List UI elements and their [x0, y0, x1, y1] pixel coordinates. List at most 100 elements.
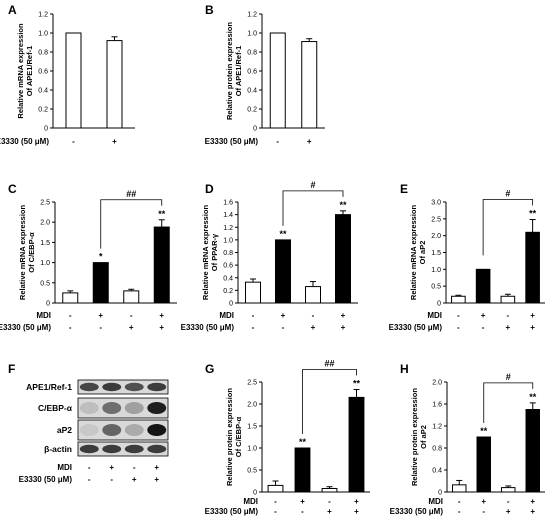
blot-band	[102, 444, 122, 454]
comparison-label: #	[310, 180, 315, 190]
y-tick-label: 0	[438, 490, 442, 497]
condition-sign: +	[154, 463, 159, 472]
condition-sign: +	[307, 137, 312, 146]
condition-sign: -	[482, 323, 485, 332]
bar	[269, 32, 286, 129]
bar	[153, 226, 170, 304]
panel-b: B 0 0.2 0.4 0.6 0.8 1.0 1.2 Relative protein exp…	[205, 3, 325, 146]
panel-label: B	[205, 3, 214, 17]
y-tick-label: 0	[229, 301, 233, 308]
panel-c: C 0 0.5 1.0 1.5 2.0 2.5 Relative mRNA expressio…	[0, 182, 177, 332]
significance-star: **	[353, 378, 361, 388]
condition-row-label: MDI	[428, 497, 443, 506]
blot-band	[124, 444, 144, 454]
y-axis-label: Relative protein expression	[225, 22, 234, 120]
condition-row-label: MDI	[427, 311, 442, 320]
band-label: APE1/Ref-1	[26, 382, 72, 392]
bar	[301, 41, 318, 129]
bar	[267, 484, 284, 493]
blot-band	[102, 402, 122, 414]
y-axis-label: Relative mRNA expression	[18, 205, 27, 301]
y-tick-label: 2.0	[40, 220, 50, 227]
condition-sign: -	[69, 311, 72, 320]
condition-sign: -	[458, 497, 461, 506]
y-tick-label: 0.8	[38, 50, 48, 57]
bar	[305, 286, 321, 304]
condition-sign: -	[276, 137, 279, 146]
y-tick-label: 1.5	[247, 424, 257, 431]
y-tick-label: 2.5	[431, 216, 441, 223]
y-tick-label: 1.0	[38, 31, 48, 38]
y-axis-label: Relative mRNA expression	[409, 205, 418, 301]
condition-sign: +	[281, 311, 286, 320]
blot-band	[102, 382, 122, 392]
y-axis-label: Relative mRNA expression	[201, 205, 210, 301]
bar	[294, 447, 311, 493]
y-tick-label: 0	[253, 126, 257, 133]
blot-strip	[77, 441, 169, 457]
y-tick-label: 0.8	[247, 50, 257, 57]
significance-star: **	[529, 209, 537, 219]
panel-label: A	[8, 3, 17, 17]
blot-band	[79, 444, 99, 454]
condition-sign: -	[110, 475, 113, 484]
significance-star: **	[529, 392, 537, 402]
condition-sign: +	[354, 507, 359, 516]
y-axis-label: Relative protein expression	[225, 388, 234, 486]
panel-h: H 0 0.4 0.8 1.2 1.6 2.0 Relative protein expres…	[390, 362, 545, 516]
y-tick-label: 0	[46, 301, 50, 308]
y-tick-label: 2.5	[247, 380, 257, 387]
y-tick-label: 1.2	[223, 225, 233, 232]
condition-sign: -	[99, 323, 102, 332]
y-axis-label: Of APE1/Ref-1	[234, 46, 243, 97]
comparison-bracket	[302, 369, 357, 434]
y-tick-label: 0.5	[247, 468, 257, 475]
condition-sign: +	[129, 323, 134, 332]
blot-band	[124, 382, 144, 392]
y-axis-label: Of C/EBP-α	[27, 232, 36, 273]
y-tick-label: 0.5	[431, 284, 441, 291]
blot-band	[147, 444, 167, 454]
y-tick-label: 1.0	[247, 31, 257, 38]
condition-sign: +	[311, 323, 316, 332]
condition-row-label: E3330 (50 μM)	[19, 475, 73, 484]
y-tick-label: 0	[44, 126, 48, 133]
significance-star: **	[480, 426, 488, 436]
condition-sign: -	[133, 463, 136, 472]
y-tick-label: 1.2	[38, 12, 48, 19]
condition-sign: -	[507, 497, 510, 506]
y-tick-label: 0.4	[247, 88, 257, 95]
y-tick-label: 0	[437, 301, 441, 308]
y-axis-label: Relative protein expression	[410, 388, 419, 486]
y-tick-label: 1.5	[431, 250, 441, 257]
comparison-bracket	[100, 199, 163, 249]
y-axis-label: Of APE1/Ref-1	[25, 46, 34, 97]
condition-sign: +	[530, 497, 535, 506]
y-tick-label: 0.4	[223, 275, 233, 282]
condition-sign: +	[530, 323, 535, 332]
bar	[275, 239, 291, 304]
condition-sign: -	[457, 323, 460, 332]
panel-label: G	[205, 362, 214, 376]
condition-sign: +	[159, 311, 164, 320]
condition-sign: -	[252, 323, 255, 332]
bar	[476, 436, 491, 493]
y-tick-label: 0.8	[432, 446, 442, 453]
bar	[525, 409, 540, 493]
bar	[335, 214, 351, 304]
bar	[92, 262, 109, 304]
bar	[525, 231, 540, 304]
blot-band	[79, 402, 99, 414]
panel-label: H	[400, 362, 409, 376]
comparison-label: #	[506, 372, 511, 382]
significance-star: **	[299, 437, 307, 447]
condition-sign: -	[88, 463, 91, 472]
condition-sign: +	[132, 475, 137, 484]
condition-row-label: E3330 (50 μM)	[181, 323, 235, 332]
blot-band	[147, 382, 167, 392]
band-label: aP2	[57, 425, 72, 435]
condition-sign: -	[72, 137, 75, 146]
panel-label: D	[205, 182, 214, 196]
condition-sign: +	[530, 507, 535, 516]
y-tick-label: 2.0	[431, 233, 441, 240]
